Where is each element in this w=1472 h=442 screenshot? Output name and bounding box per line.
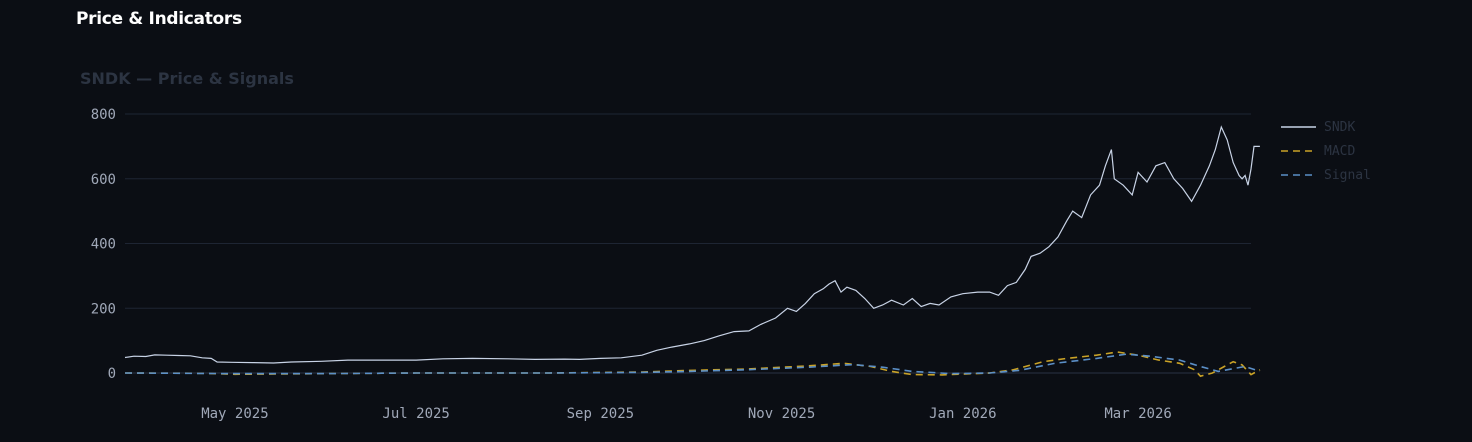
legend-item-macd[interactable]: MACD — [1281, 144, 1355, 159]
legend-label: Signal — [1324, 168, 1371, 183]
series-line-signal — [124, 353, 1261, 375]
chart-title: SNDK — Price & Signals — [80, 69, 294, 88]
y-tick-label: 400 — [91, 237, 116, 253]
section-title: Price & Indicators — [76, 9, 242, 29]
series-line-sndk — [124, 125, 1260, 364]
grid-lines — [125, 113, 1251, 374]
legend-label: SNDK — [1324, 120, 1355, 135]
y-axis: 0 200 400 600 800 — [91, 107, 116, 382]
x-tick-label: Sep 2025 — [567, 406, 634, 422]
y-tick-label: 200 — [91, 301, 116, 317]
series-lines — [124, 125, 1261, 378]
x-tick-label: Jan 2026 — [929, 406, 996, 422]
x-tick-label: Nov 2025 — [748, 406, 815, 422]
legend-item-signal[interactable]: Signal — [1281, 168, 1371, 183]
y-tick-label: 600 — [91, 172, 116, 188]
legend-label: MACD — [1324, 144, 1355, 159]
legend-item-sndk[interactable]: SNDK — [1281, 120, 1355, 135]
x-tick-label: Mar 2026 — [1104, 406, 1171, 422]
legend[interactable]: SNDK MACD Signal — [1281, 120, 1371, 183]
y-tick-label: 800 — [91, 107, 116, 123]
y-tick-label: 0 — [108, 366, 116, 382]
x-tick-label: Jul 2025 — [382, 406, 449, 422]
x-axis: May 2025 Jul 2025 Sep 2025 Nov 2025 Jan 2026… — [201, 406, 1172, 422]
x-tick-label: May 2025 — [201, 406, 268, 422]
